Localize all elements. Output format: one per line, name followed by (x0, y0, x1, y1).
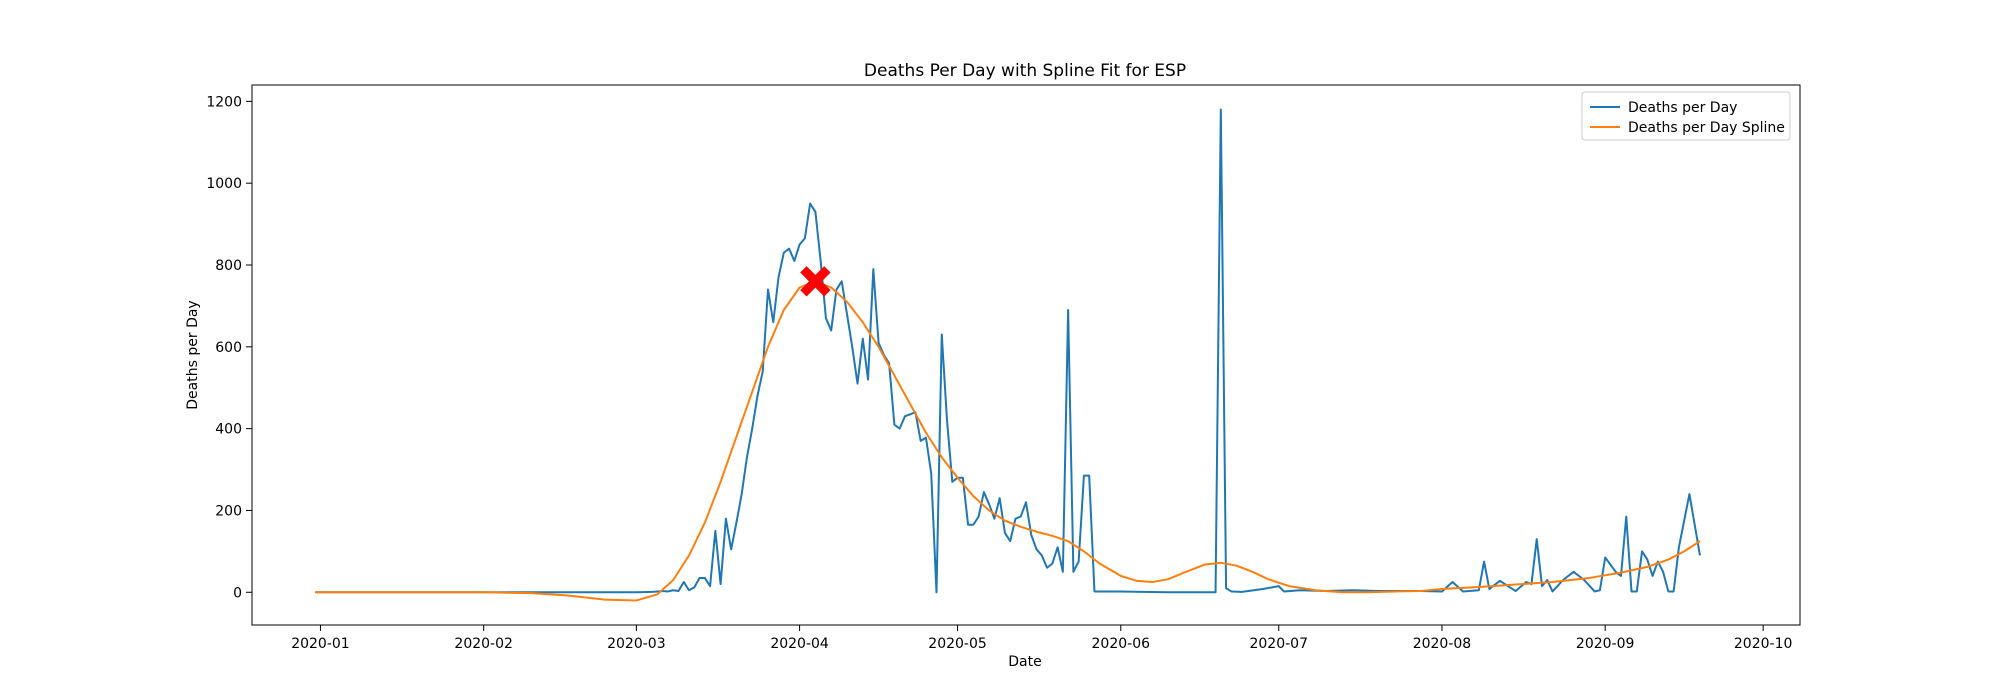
series-layer (315, 108, 1701, 602)
y-axis: 0 200 400 600 800 1000 1200 (206, 94, 252, 601)
y-tick-label: 1000 (206, 176, 242, 192)
legend-box (1581, 91, 1791, 141)
plot-area (251, 84, 1801, 626)
chart-title: Deaths Per Day with Spline Fit for ESP (864, 61, 1186, 81)
y-tick-label: 0 (233, 585, 242, 601)
x-tick-label: 2020-08 (1413, 636, 1472, 652)
series-line-1 (315, 108, 1701, 594)
peak-marker (800, 266, 831, 297)
x-tick-label: 2020-06 (1092, 636, 1151, 652)
y-tick-label: 200 (215, 503, 242, 519)
y-axis-label: Deaths per Day (185, 300, 201, 409)
legend-label: Deaths per Day Spline (1628, 120, 1785, 136)
x-tick-label: 2020-07 (1249, 636, 1308, 652)
x-tick-label: 2020-02 (454, 636, 513, 652)
x-tick-label: 2020-10 (1734, 636, 1793, 652)
x-tick-label: 2020-05 (928, 636, 987, 652)
x-tick-label: 2020-01 (291, 636, 350, 652)
x-axis-label: Date (1008, 654, 1041, 670)
x-tick-label: 2020-03 (607, 636, 666, 652)
x-tick-label: 2020-09 (1576, 636, 1635, 652)
series-line-2 (315, 280, 1701, 602)
y-tick-label: 1200 (206, 94, 242, 110)
y-tick-label: 400 (215, 422, 242, 438)
legend-label: Deaths per Day (1628, 100, 1737, 116)
y-tick-label: 800 (215, 258, 242, 274)
marker-layer (800, 266, 831, 297)
x-axis: 2020-01 2020-02 2020-03 2020-04 2020-05 2020-… (291, 625, 1792, 652)
legend: Deaths per Day Deaths per Day Spline (1581, 91, 1791, 141)
y-tick-label: 600 (215, 340, 242, 356)
x-tick-label: 2020-04 (770, 636, 829, 652)
